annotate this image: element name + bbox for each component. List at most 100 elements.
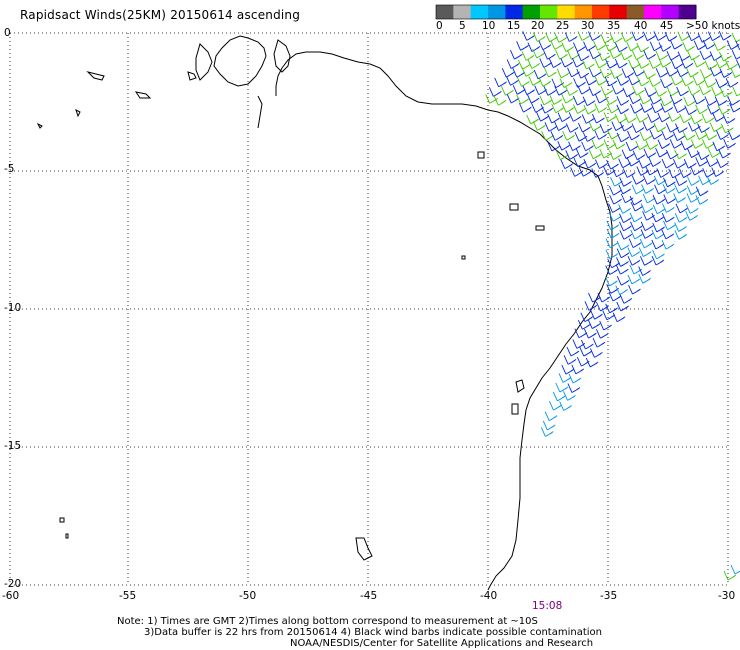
wind-barb xyxy=(652,204,666,215)
wind-barb xyxy=(517,77,530,87)
wind-barb xyxy=(695,104,708,115)
wind-barb xyxy=(619,177,632,187)
wind-barb xyxy=(565,150,578,160)
wind-barb xyxy=(594,130,607,140)
wind-barb xyxy=(581,59,595,70)
wind-barb xyxy=(723,139,736,149)
wind-barb xyxy=(707,148,721,158)
wind-barb xyxy=(627,274,641,285)
wind-barb xyxy=(506,76,519,86)
wind-barb xyxy=(699,50,713,61)
wind-barb xyxy=(563,355,577,365)
wind-barb xyxy=(612,167,625,178)
wind-barb xyxy=(557,112,571,123)
wind-barb xyxy=(679,168,692,179)
wind-barb xyxy=(682,130,696,141)
legend-swatch xyxy=(522,5,541,19)
wind-barb xyxy=(607,258,620,269)
wind-barb xyxy=(656,168,670,178)
wind-barb xyxy=(636,42,650,53)
wind-barb xyxy=(605,265,618,275)
wind-barb xyxy=(554,86,568,96)
note-line-1: Note: 1) Times are GMT 2)Times along bot… xyxy=(117,616,538,627)
wind-barb xyxy=(627,247,641,257)
wind-barbs xyxy=(485,30,740,581)
wind-barb xyxy=(544,67,557,78)
legend-swatch xyxy=(488,5,506,19)
wind-barb xyxy=(594,103,608,113)
wind-barb xyxy=(631,175,645,185)
wind-barb xyxy=(619,230,633,240)
legend-label-5: 5 xyxy=(459,20,466,32)
wind-barb xyxy=(556,68,570,79)
wind-barb xyxy=(670,59,684,70)
wind-barb xyxy=(631,50,645,61)
wind-barb xyxy=(615,285,628,295)
wind-barb xyxy=(615,264,629,275)
wind-barb xyxy=(550,131,564,141)
wind-barb xyxy=(610,176,623,187)
wind-barb xyxy=(695,186,709,197)
wind-barb xyxy=(577,320,591,330)
wind-barb xyxy=(605,303,618,314)
wind-barb xyxy=(685,204,699,214)
wind-barb xyxy=(669,94,683,105)
wind-barb xyxy=(584,301,598,311)
wind-barb xyxy=(561,103,575,113)
wind-barb xyxy=(661,212,675,223)
wind-barb xyxy=(727,130,740,141)
wind-barb xyxy=(600,86,614,96)
wind-barb xyxy=(618,158,631,169)
wind-barb xyxy=(628,238,642,249)
wind-barb xyxy=(532,48,545,59)
wind-barb xyxy=(573,157,587,168)
wind-barb xyxy=(522,31,535,41)
wind-barb xyxy=(676,86,689,97)
wind-barb xyxy=(608,203,621,213)
wind-barb xyxy=(709,122,723,132)
wind-barb xyxy=(690,139,704,149)
wind-barb xyxy=(635,140,648,151)
wind-barb xyxy=(563,391,576,401)
wind-barb xyxy=(663,220,676,231)
wind-barb xyxy=(675,203,689,214)
wind-barb xyxy=(627,256,641,266)
note-line-2: 3)Data buffer is 22 hrs from 20150614 4)… xyxy=(144,627,602,638)
wind-barb xyxy=(574,132,588,142)
wind-barb xyxy=(580,312,594,323)
wind-barb xyxy=(549,95,563,105)
wind-barb xyxy=(638,159,651,169)
wind-barb xyxy=(509,49,523,60)
wind-barb xyxy=(658,57,672,68)
wind-barb xyxy=(643,69,656,80)
lon-label-40: -40 xyxy=(480,590,498,602)
wind-barb xyxy=(526,93,540,104)
wind-barb xyxy=(580,339,594,350)
wind-barb xyxy=(655,50,669,61)
wind-barb xyxy=(727,96,740,106)
wind-barb xyxy=(616,96,630,106)
wind-barb xyxy=(677,31,691,42)
wind-barb xyxy=(604,76,618,87)
wind-barb xyxy=(606,284,620,294)
wind-barb xyxy=(718,148,731,159)
wind-barb xyxy=(687,31,700,42)
wind-barb xyxy=(674,183,687,194)
wind-barb xyxy=(713,41,726,52)
legend-swatch xyxy=(505,5,524,19)
wind-barb xyxy=(652,194,666,205)
wind-barb xyxy=(583,41,596,52)
wind-barb xyxy=(576,51,590,62)
wind-barb xyxy=(732,86,740,97)
wind-barb xyxy=(599,148,613,159)
wind-barb xyxy=(538,77,552,87)
wind-barb xyxy=(719,87,733,98)
wind-barb xyxy=(583,104,597,115)
wind-barb xyxy=(639,131,653,142)
wind-barb xyxy=(631,31,645,41)
lon-label-50: -50 xyxy=(239,590,257,602)
wind-barb xyxy=(687,148,700,158)
wind-barb xyxy=(668,168,681,179)
wind-barb xyxy=(729,102,740,113)
wind-barb xyxy=(706,104,720,115)
